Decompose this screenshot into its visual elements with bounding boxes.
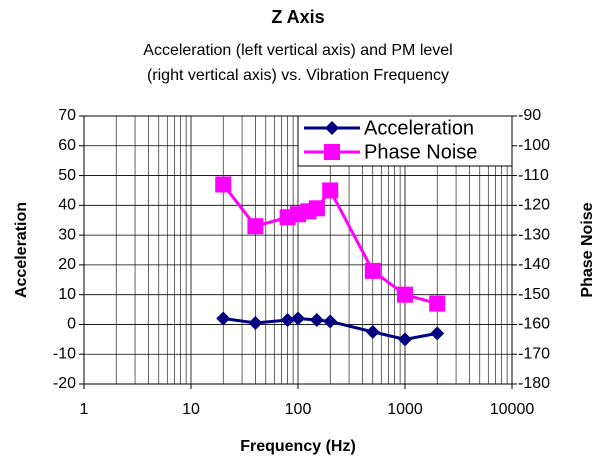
legend-label: Acceleration — [364, 117, 474, 139]
y-tick-label: 20 — [58, 256, 76, 273]
y2-tick-label: -120 — [518, 197, 550, 214]
marker — [308, 200, 325, 217]
y-tick-label: 50 — [58, 167, 76, 184]
y2-axis-label: Phase Noise — [579, 202, 596, 297]
x-tick-label: 1 — [80, 401, 89, 418]
y2-tick-label: -170 — [518, 345, 550, 362]
marker — [247, 218, 264, 235]
y-tick-label: -10 — [53, 345, 76, 362]
marker — [398, 332, 412, 347]
marker — [429, 295, 446, 312]
y-axis-label: Acceleration — [13, 202, 30, 298]
chart-subtitle: Acceleration (left vertical axis) and PM… — [143, 42, 452, 59]
y-tick-label: 30 — [58, 226, 76, 243]
y2-tick-label: -110 — [518, 167, 549, 184]
y2-tick-label: -140 — [518, 256, 550, 273]
marker — [248, 315, 263, 330]
y2-tick-label: -160 — [518, 316, 550, 333]
marker — [365, 324, 380, 339]
y2-tick-label: -150 — [518, 286, 550, 303]
x-tick-label: 1000 — [387, 401, 423, 418]
marker — [364, 262, 381, 279]
marker — [215, 176, 232, 193]
marker — [323, 314, 338, 329]
chart-title: Z Axis — [271, 7, 324, 27]
marker — [309, 312, 324, 327]
y-tick-label: 10 — [58, 286, 76, 303]
x-axis-label: Frequency (Hz) — [240, 438, 356, 455]
y-tick-label: 0 — [67, 316, 76, 333]
legend-marker — [325, 121, 339, 135]
marker — [397, 286, 413, 303]
y-tick-label: 40 — [58, 197, 76, 214]
y-tick-label: -20 — [53, 375, 76, 392]
marker — [216, 311, 231, 326]
y-tick-label: 70 — [58, 107, 76, 124]
y2-tick-label: -130 — [518, 226, 550, 243]
marker — [291, 311, 305, 326]
y2-tick-label: -180 — [518, 375, 550, 392]
y-tick-label: 60 — [58, 137, 76, 154]
marker — [322, 182, 339, 199]
x-tick-label: 10 — [182, 401, 200, 418]
marker — [430, 326, 445, 341]
x-tick-label: 10000 — [490, 401, 535, 418]
y2-tick-label: -90 — [518, 107, 541, 124]
marker — [280, 312, 295, 327]
legend-marker — [324, 144, 340, 160]
y2-tick-label: -100 — [518, 137, 550, 154]
legend-label: Phase Noise — [364, 141, 477, 163]
chart-subtitle: (right vertical axis) vs. Vibration Freq… — [147, 67, 449, 84]
x-tick-label: 100 — [285, 401, 312, 418]
